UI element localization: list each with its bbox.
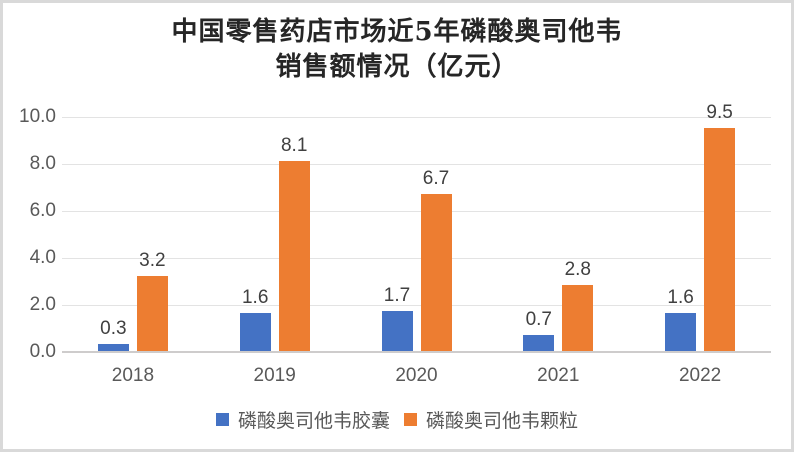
- gridline-6: [62, 211, 771, 212]
- x-tick-label-2021: 2021: [537, 365, 580, 386]
- gridline-8: [62, 164, 771, 165]
- x-tick-label-2020: 2020: [395, 365, 438, 386]
- data-label-磷酸奥司他韦颗粒-2018: 3.2: [139, 250, 166, 271]
- legend-swatch-icon: [404, 413, 417, 426]
- data-label-磷酸奥司他韦胶囊-2019: 1.6: [241, 287, 269, 308]
- y-tick-label-10.0: 10.0: [19, 106, 56, 127]
- data-label-磷酸奥司他韦胶囊-2021: 0.7: [525, 309, 552, 330]
- bar-磷酸奥司他韦胶囊-2022: [665, 313, 697, 351]
- bar-磷酸奥司他韦胶囊-2021: [523, 335, 555, 351]
- legend-label: 磷酸奥司他韦胶囊: [237, 411, 390, 432]
- data-label-磷酸奥司他韦胶囊-2018: 0.3: [100, 318, 127, 339]
- x-tick-label-2022: 2022: [678, 365, 722, 386]
- bar-磷酸奥司他韦颗粒-2020: [420, 194, 452, 351]
- x-axis-line: [62, 351, 771, 353]
- y-tick-label-8.0: 8.0: [29, 153, 56, 174]
- y-tick-label-0.0: 0.0: [29, 341, 56, 362]
- legend-label: 磷酸奥司他韦颗粒: [426, 411, 579, 432]
- chart-title-line1: 中国零售药店市场近5年磷酸奥司他韦: [171, 17, 623, 47]
- chart-title-line2: 销售额情况（亿元）: [275, 52, 519, 82]
- bar-磷酸奥司他韦胶囊-2019: [239, 313, 271, 351]
- legend-swatch-icon: [215, 413, 229, 426]
- data-label-磷酸奥司他韦颗粒-2019: 8.1: [280, 135, 308, 156]
- data-label-磷酸奥司他韦胶囊-2022: 1.6: [667, 287, 694, 308]
- x-tick-label-2019: 2019: [253, 365, 296, 386]
- data-label-磷酸奥司他韦颗粒-2020: 6.7: [422, 168, 450, 189]
- bar-磷酸奥司他韦胶囊-2018: [97, 344, 129, 351]
- gridline-2: [62, 305, 771, 306]
- bar-磷酸奥司他韦胶囊-2020: [381, 311, 413, 351]
- legend-item-磷酸奥司他韦颗粒: 磷酸奥司他韦颗粒: [404, 406, 578, 433]
- y-tick-label-4.0: 4.0: [29, 247, 56, 268]
- data-label-磷酸奥司他韦颗粒-2021: 2.8: [564, 259, 591, 280]
- gridline-4: [62, 258, 771, 259]
- legend-item-磷酸奥司他韦胶囊: 磷酸奥司他韦胶囊: [215, 406, 390, 433]
- plot-area: 0.3 3.2 1.6 8.1 1.7 6.7 0.7 2.8 1.6 9.5: [62, 102, 771, 353]
- bar-磷酸奥司他韦颗粒-2019: [278, 161, 310, 351]
- bar-磷酸奥司他韦颗粒-2021: [562, 285, 594, 351]
- data-label-磷酸奥司他韦颗粒-2022: 9.5: [706, 102, 733, 123]
- bar-磷酸奥司他韦颗粒-2022: [704, 128, 736, 351]
- bar-磷酸奥司他韦颗粒-2018: [136, 276, 168, 351]
- x-tick-label-2018: 2018: [111, 365, 155, 386]
- y-tick-label-2.0: 2.0: [29, 294, 56, 315]
- y-tick-label-6.0: 6.0: [29, 200, 56, 221]
- data-label-磷酸奥司他韦胶囊-2020: 1.7: [383, 285, 411, 306]
- chart-legend: 磷酸奥司他韦胶囊 磷酸奥司他韦颗粒: [3, 406, 791, 433]
- gridline-10: [62, 117, 771, 118]
- chart-title: 中国零售药店市场近5年磷酸奥司他韦 销售额情况（亿元）: [3, 15, 791, 85]
